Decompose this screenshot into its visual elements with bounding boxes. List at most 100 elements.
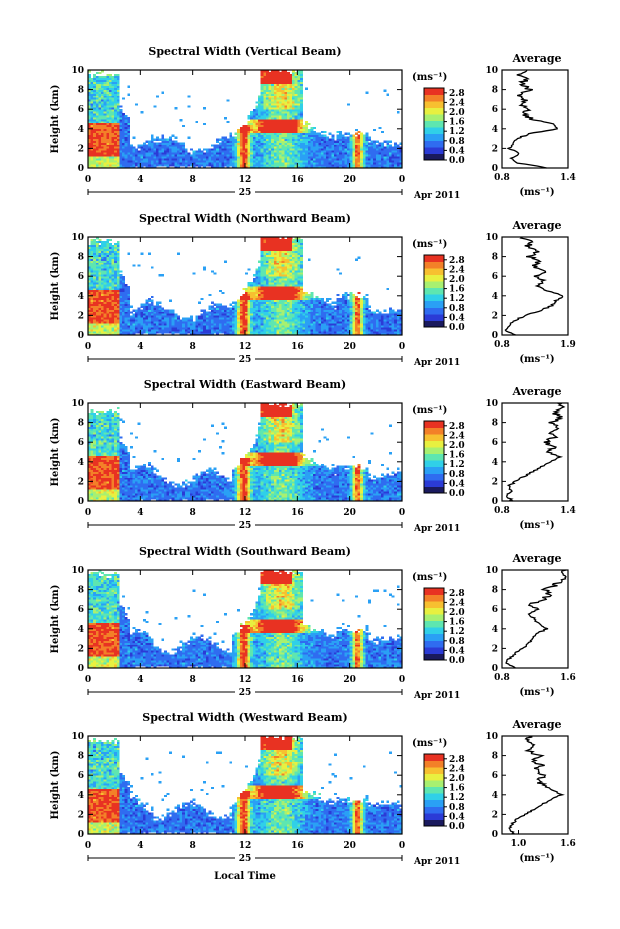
heatmap-cell (111, 293, 115, 297)
heatmap-cell (263, 297, 267, 301)
heatmap-cell (135, 331, 139, 334)
heatmap-cell (339, 154, 343, 157)
heatmap-cell (122, 333, 125, 336)
heatmap-cell (226, 138, 230, 141)
heatmap-cell (357, 150, 361, 153)
heatmap-cell (169, 164, 173, 167)
heatmap-cell (305, 87, 309, 90)
heatmap-cell (111, 154, 115, 157)
heatmap-cell (88, 93, 91, 96)
heatmap-cell (158, 150, 162, 153)
heatmap-cell (119, 321, 123, 324)
heatmap-cell (281, 242, 285, 246)
average-y-tick-label: 8 (492, 86, 498, 96)
heatmap-cell (271, 280, 275, 283)
heatmap-cell (203, 331, 207, 334)
heatmap-cell (90, 164, 94, 167)
heatmap-cell (318, 156, 322, 159)
heatmap-cell (119, 295, 123, 299)
heatmap-cell (354, 146, 358, 149)
heatmap-cell (255, 148, 259, 151)
heatmap-cell (273, 130, 277, 134)
heatmap-cell (258, 329, 261, 332)
heatmap-cell (98, 154, 102, 157)
heatmap-cell (373, 146, 377, 149)
heatmap-cell (302, 152, 306, 155)
heatmap-cell (250, 291, 254, 295)
heatmap-cell (166, 160, 170, 163)
heatmap-cell (116, 274, 120, 277)
heatmap-cell (153, 321, 157, 324)
heatmap-cell (331, 136, 335, 139)
heatmap-cell (260, 274, 264, 277)
heatmap-cell (127, 309, 131, 312)
heatmap-cell (260, 126, 264, 130)
heatmap-cell (284, 289, 288, 293)
heatmap-cell (203, 266, 207, 269)
heatmap-cell (226, 166, 230, 169)
heatmap-cell (114, 160, 118, 163)
heatmap-cell (307, 150, 311, 153)
heatmap-cell (263, 286, 267, 289)
heatmap-cell (281, 260, 285, 263)
heatmap-cell (108, 150, 112, 153)
heatmap-cell (289, 95, 293, 98)
heatmap-cell (93, 87, 97, 90)
heatmap-cell (171, 152, 175, 155)
heatmap-cell (284, 117, 288, 120)
heatmap-cell (108, 75, 112, 79)
heatmap-cell (137, 146, 141, 149)
heatmap-cell (268, 303, 272, 306)
heatmap-cell (310, 150, 314, 153)
heatmap-cell (205, 327, 209, 330)
heatmap-cell (90, 260, 94, 263)
heatmap-cell (116, 73, 120, 77)
heatmap-cell (119, 287, 123, 291)
heatmap-cell (114, 105, 118, 108)
heatmap-cell (331, 138, 335, 141)
heatmap-cell (268, 307, 272, 310)
heatmap-cell (273, 309, 277, 312)
heatmap-cell (279, 136, 282, 139)
heatmap-cell (98, 272, 102, 275)
heatmap-cell (284, 252, 288, 255)
heatmap-cell (255, 325, 259, 328)
heatmap-cell (292, 93, 296, 96)
heatmap-cell (271, 242, 275, 246)
heatmap-cell (250, 331, 254, 334)
heatmap-cell (391, 152, 395, 155)
heatmap-cell (103, 122, 107, 126)
heatmap-cell (331, 154, 335, 157)
heatmap-cell (260, 299, 264, 302)
heatmap-cell (135, 323, 139, 326)
heatmap-cell (386, 162, 390, 165)
heatmap-cell (286, 140, 290, 143)
heatmap-cell (93, 270, 97, 273)
heatmap-cell (95, 268, 99, 271)
heatmap-cell (108, 270, 112, 273)
heatmap-cell (378, 158, 382, 161)
heatmap-cell (119, 144, 123, 147)
heatmap-cell (331, 152, 335, 155)
heatmap-cell (114, 109, 118, 112)
heatmap-cell (98, 309, 102, 312)
heatmap-cell (265, 323, 269, 326)
heatmap-cell (260, 150, 264, 153)
heatmap-cell (119, 117, 123, 120)
heatmap-cell (103, 101, 107, 104)
heatmap-cell (106, 262, 110, 265)
heatmap-cell (182, 329, 186, 332)
heatmap-cell (250, 136, 254, 139)
heatmap-cell (297, 136, 301, 139)
heatmap-cell (148, 160, 152, 163)
heatmap-cell (276, 307, 280, 310)
heatmap-cell (93, 99, 97, 102)
heatmap-cell (265, 122, 269, 126)
heatmap-cell (276, 278, 280, 281)
heatmap-cell (158, 301, 162, 304)
heatmap-cell (299, 103, 303, 106)
heatmap-cell (119, 307, 123, 310)
heatmap-cell (297, 122, 301, 126)
heatmap-cell (250, 142, 254, 145)
heatmap-cell (148, 313, 152, 316)
